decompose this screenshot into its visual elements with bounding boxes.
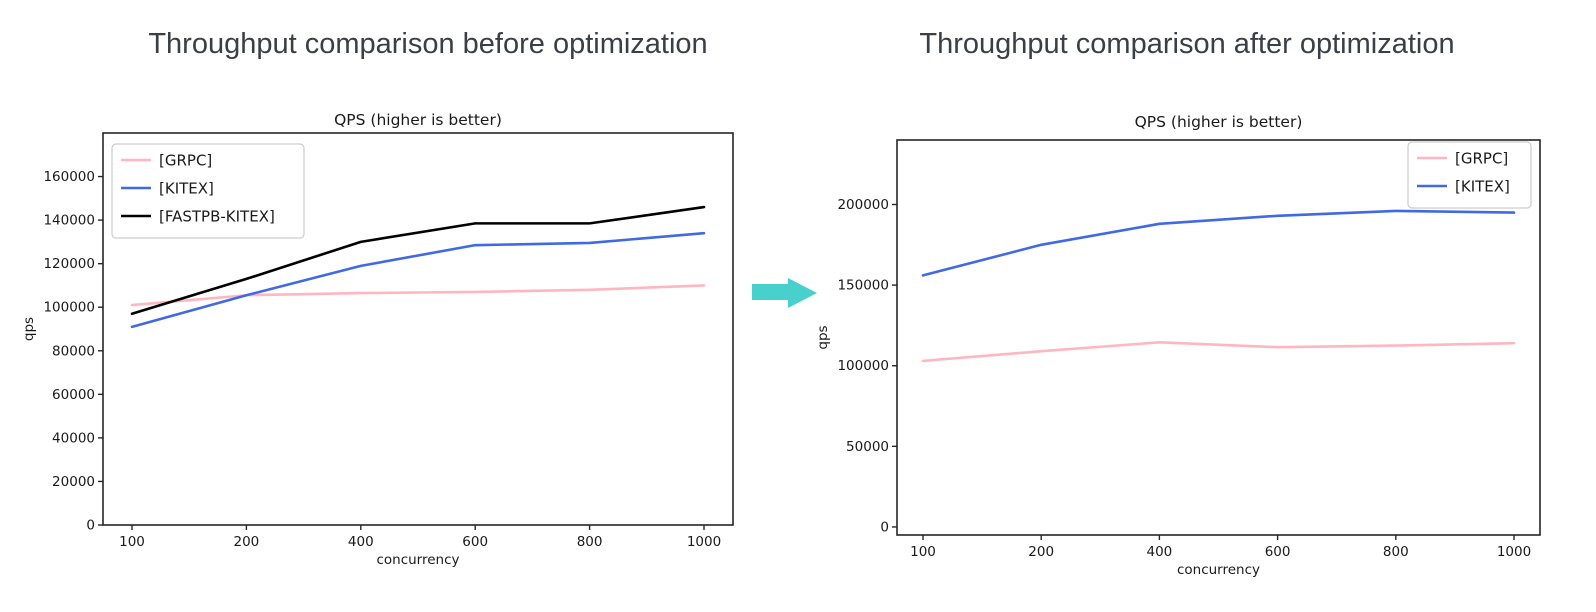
y-tick-label: 150000 bbox=[837, 278, 889, 294]
line-grpc bbox=[921, 341, 1516, 363]
chart-before-optimization: 0 20000 40000 60000 80000 100000 120000 140000 1… bbox=[21, 111, 734, 568]
x-axis-label: concurrency bbox=[1177, 562, 1260, 578]
x-tick-label: 800 bbox=[1383, 544, 1409, 560]
x-tick-label: 800 bbox=[577, 534, 603, 550]
legend-box bbox=[111, 143, 305, 239]
x-axis-label: concurrency bbox=[376, 552, 459, 568]
x-tick-label: 100 bbox=[910, 544, 936, 560]
y-tick-label: 100000 bbox=[43, 300, 95, 316]
legend-label: [GRPC] bbox=[159, 152, 212, 170]
right-arrow-shape bbox=[752, 278, 817, 308]
legend-label: [KITEX] bbox=[1455, 178, 1510, 196]
y-tick-label: 60000 bbox=[52, 387, 95, 403]
heading-before-optimization: Throughput comparison before optimizatio… bbox=[148, 28, 708, 60]
plot-frame bbox=[896, 139, 1541, 536]
y-tick-label: 20000 bbox=[52, 474, 95, 490]
transform-right-arrow-icon bbox=[752, 278, 817, 308]
y-tick-label: 50000 bbox=[846, 439, 889, 455]
legend-label: [FASTPB-KITEX] bbox=[159, 208, 275, 226]
y-tick-label: 140000 bbox=[43, 213, 95, 229]
y-axis-label: qps bbox=[21, 317, 37, 341]
line-grpc bbox=[130, 284, 706, 307]
legend-label: [GRPC] bbox=[1455, 150, 1508, 168]
y-tick-label: 0 bbox=[86, 518, 95, 534]
legend-label: [KITEX] bbox=[159, 180, 214, 198]
line-kitex bbox=[921, 209, 1516, 277]
x-tick-label: 1000 bbox=[1497, 544, 1531, 560]
x-tick-label: 100 bbox=[119, 534, 145, 550]
x-tick-label: 200 bbox=[1028, 544, 1054, 560]
x-tick-label: 200 bbox=[234, 534, 260, 550]
y-tick-label: 0 bbox=[880, 519, 889, 535]
x-tick-label: 600 bbox=[1265, 544, 1291, 560]
y-axis-label: qps bbox=[815, 325, 831, 349]
y-tick-label: 120000 bbox=[43, 256, 95, 272]
chart-title: QPS (higher is better) bbox=[334, 111, 502, 129]
x-tick-label: 600 bbox=[462, 534, 488, 550]
y-tick-label: 160000 bbox=[43, 169, 95, 185]
heading-after-optimization: Throughput comparison after optimization bbox=[919, 28, 1455, 60]
line-fastpb-kitex bbox=[130, 205, 706, 316]
y-tick-label: 40000 bbox=[52, 430, 95, 446]
plot-frame bbox=[102, 132, 734, 526]
x-tick-label: 400 bbox=[348, 534, 374, 550]
y-tick-label: 200000 bbox=[837, 197, 889, 213]
chart-title: QPS (higher is better) bbox=[1135, 113, 1303, 131]
y-tick-label: 100000 bbox=[837, 358, 889, 374]
x-tick-label: 1000 bbox=[687, 534, 721, 550]
y-tick-label: 80000 bbox=[52, 343, 95, 359]
line-kitex bbox=[130, 231, 706, 329]
x-tick-label: 400 bbox=[1147, 544, 1173, 560]
